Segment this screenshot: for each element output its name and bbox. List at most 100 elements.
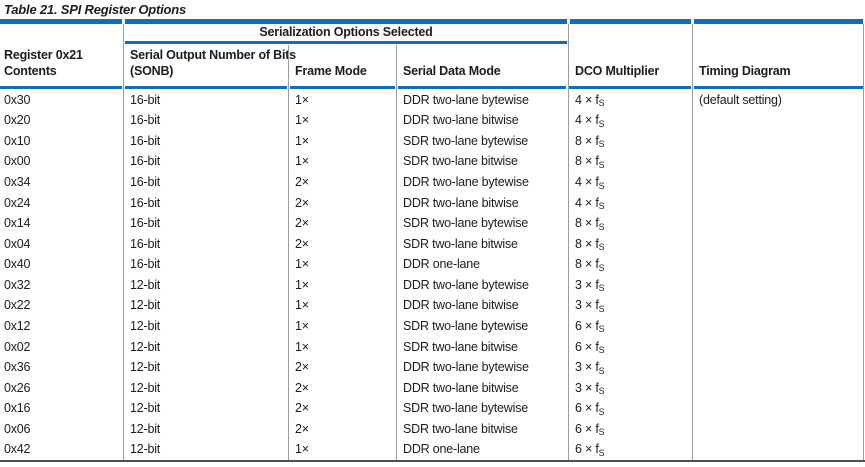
dco-value: 8 × f (575, 154, 599, 169)
dco-value: 8 × f (575, 257, 599, 272)
cell-reg: 0x02 (4, 339, 31, 354)
col-header-frame-mode: Frame Mode (295, 64, 367, 78)
cell-reg: 0x40 (4, 257, 31, 272)
table-right-border (863, 24, 865, 460)
cell-reg: 0x42 (4, 442, 31, 457)
dco-value: 6 × f (575, 318, 599, 333)
cell-reg: 0x10 (4, 133, 31, 148)
cell-sonb: 12-bit (130, 339, 161, 354)
cell-mode: SDR two-lane bytewise (403, 216, 529, 231)
cell-reg: 0x24 (4, 195, 31, 210)
column-divider (567, 24, 569, 460)
dco-frequency-subscript: S (598, 345, 605, 356)
dco-frequency-subscript: S (598, 386, 605, 397)
cell-mode: DDR two-lane bytewise (403, 360, 529, 375)
cell-sonb: 12-bit (130, 401, 161, 416)
dco-value: 3 × f (575, 380, 599, 395)
dco-value: 3 × f (575, 277, 599, 292)
cell-sonb: 16-bit (130, 216, 161, 231)
cell-dco: 6 × fS (575, 398, 605, 419)
cell-sonb: 16-bit (130, 133, 161, 148)
cell-mode: DDR two-lane bitwise (403, 113, 519, 128)
cell-reg: 0x16 (4, 401, 31, 416)
cell-dco: 6 × fS (575, 316, 605, 337)
col-header-line: Contents (4, 64, 57, 78)
cell-dco: 3 × fS (575, 275, 605, 296)
dco-frequency-subscript: S (598, 139, 605, 150)
dco-frequency-subscript: S (598, 98, 605, 109)
dco-frequency-subscript: S (598, 324, 605, 335)
table-row: 0x40 16-bit 1× DDR one-lane 8 × fS (0, 254, 865, 275)
table-row: 0x26 12-bit 2× DDR two-lane bitwise 3 × fS (0, 378, 865, 399)
cell-reg: 0x12 (4, 318, 31, 333)
dco-frequency-subscript: S (598, 180, 605, 191)
dco-value: 8 × f (575, 133, 599, 148)
top-rule-segment (125, 19, 567, 24)
cell-dco: 3 × fS (575, 357, 605, 378)
dco-frequency-subscript: S (598, 447, 605, 458)
cell-frame: 1× (295, 92, 309, 107)
table-row: 0x12 12-bit 1× SDR two-lane bytewise 6 × fS (0, 316, 865, 337)
header-rule-segment (125, 86, 287, 89)
cell-reg: 0x04 (4, 236, 31, 251)
table-title: Table 21. SPI Register Options (4, 2, 187, 17)
cell-frame: 1× (295, 277, 309, 292)
col-header-serial-data-mode: Serial Data Mode (403, 64, 501, 78)
cell-dco: 4 × fS (575, 90, 605, 111)
cell-frame: 2× (295, 195, 309, 210)
cell-sonb: 16-bit (130, 175, 161, 190)
cell-mode: DDR two-lane bitwise (403, 380, 519, 395)
table-row: 0x02 12-bit 1× SDR two-lane bitwise 6 × fS (0, 337, 865, 358)
group-header-serialization: Serialization Options Selected (259, 25, 433, 39)
cell-reg: 0x00 (4, 154, 31, 169)
table-row: 0x04 16-bit 2× SDR two-lane bitwise 8 × fS (0, 234, 865, 255)
header-rule-segment (0, 86, 122, 89)
header-rule-segment (398, 86, 566, 89)
top-rule-segment (0, 19, 122, 24)
cell-frame: 2× (295, 380, 309, 395)
top-rule-segment (694, 19, 863, 24)
cell-reg: 0x20 (4, 113, 31, 128)
cell-dco: 6 × fS (575, 337, 605, 358)
dco-value: 3 × f (575, 298, 599, 313)
table-row: 0x22 12-bit 1× DDR two-lane bitwise 3 × fS (0, 295, 865, 316)
cell-frame: 1× (295, 442, 309, 457)
column-divider (692, 24, 694, 460)
dco-frequency-subscript: S (598, 201, 605, 212)
cell-mode: SDR two-lane bitwise (403, 154, 518, 169)
cell-dco: 6 × fS (575, 439, 605, 460)
cell-sonb: 12-bit (130, 421, 161, 436)
dco-frequency-subscript: S (598, 303, 605, 314)
cell-mode: DDR two-lane bitwise (403, 298, 519, 313)
dco-value: 3 × f (575, 360, 599, 375)
dco-value: 6 × f (575, 421, 599, 436)
cell-dco: 8 × fS (575, 131, 605, 152)
col-header-line: Register 0x21 (4, 48, 83, 62)
column-divider (123, 24, 125, 460)
cell-frame: 2× (295, 401, 309, 416)
table-row: 0x06 12-bit 2× SDR two-lane bitwise 6 × fS (0, 419, 865, 440)
dco-frequency-subscript: S (598, 262, 605, 273)
cell-sonb: 12-bit (130, 380, 161, 395)
cell-dco: 6 × fS (575, 419, 605, 440)
dco-frequency-subscript: S (598, 406, 605, 417)
cell-frame: 2× (295, 216, 309, 231)
col-header-line: Serial Output Number of Bits (130, 48, 296, 62)
cell-sonb: 12-bit (130, 277, 161, 292)
table-body: 0x30 16-bit 1× DDR two-lane bytewise 4 × fS(… (0, 90, 865, 460)
table-bottom-rule (0, 460, 865, 462)
cell-frame: 1× (295, 339, 309, 354)
cell-dco: 4 × fS (575, 110, 605, 131)
cell-mode: DDR two-lane bytewise (403, 175, 529, 190)
table-row: 0x34 16-bit 2× DDR two-lane bytewise 4 × fS (0, 172, 865, 193)
cell-dco: 4 × fS (575, 193, 605, 214)
cell-mode: SDR two-lane bytewise (403, 318, 529, 333)
col-header-timing-diagram: Timing Diagram (699, 64, 791, 78)
dco-frequency-subscript: S (598, 221, 605, 232)
table-row: 0x36 12-bit 2× DDR two-lane bytewise 3 × fS (0, 357, 865, 378)
cell-frame: 1× (295, 257, 309, 272)
column-divider (288, 44, 290, 460)
cell-dco: 8 × fS (575, 234, 605, 255)
cell-sonb: 12-bit (130, 318, 161, 333)
